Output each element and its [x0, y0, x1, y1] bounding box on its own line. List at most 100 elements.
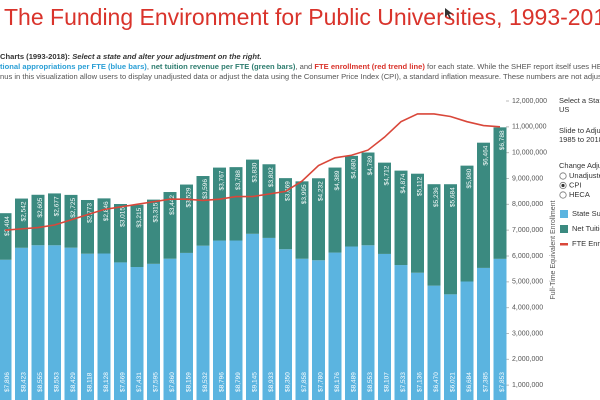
bar-segment [15, 247, 28, 400]
value-label: $6,470 [433, 372, 440, 392]
subtitle-segment: Select a state and alter your adjustment… [72, 52, 261, 61]
value-label: $7,858 [301, 372, 308, 392]
slider-label: Slide to Adjust [559, 126, 600, 135]
value-label: $3,995 [301, 184, 308, 204]
bar-segment [147, 263, 160, 400]
y2-axis-label: Full-Time Equivalent Enrollment [550, 200, 557, 299]
bar-segment [460, 281, 474, 400]
bar-segment [361, 152, 375, 246]
bar-segment [279, 249, 292, 400]
value-label: $7,136 [417, 372, 424, 392]
radio-label[interactable]: HECA [569, 190, 590, 199]
value-label: $9,145 [252, 372, 259, 392]
value-label: $4,389 [334, 170, 341, 190]
value-label: $4,712 [384, 165, 391, 185]
value-label: $7,533 [400, 372, 407, 392]
y2-tick-label: 7,000,000 [512, 227, 543, 234]
bar-segment [411, 272, 424, 400]
bar-segment [130, 204, 144, 268]
y2-tick-label: 8,000,000 [512, 201, 543, 208]
y2-tick-label: 9,000,000 [512, 175, 543, 182]
bar-segment [31, 245, 45, 400]
value-label: $7,595 [153, 372, 160, 392]
value-label: $7,780 [318, 372, 325, 392]
bar-segment [213, 167, 226, 241]
radio-label[interactable]: CPI [569, 180, 582, 189]
value-label: $3,669 [285, 181, 292, 201]
value-label: $8,555 [37, 372, 44, 392]
bar-segment [97, 253, 111, 400]
bar-segment [295, 258, 309, 400]
value-label: $4,789 [367, 155, 374, 175]
bar-segment [378, 253, 391, 400]
bar-segment [246, 233, 259, 400]
bar-segment [444, 184, 457, 295]
bar-segment [64, 247, 78, 400]
adjust-label: Change Adjust [559, 161, 600, 170]
value-label: $3,830 [252, 162, 259, 182]
bar-segment [493, 258, 507, 400]
bar-segment [180, 184, 193, 253]
value-label: $4,232 [318, 181, 325, 201]
bar-segment [0, 213, 12, 260]
radio-button[interactable] [559, 172, 567, 180]
y2-tick-label: 5,000,000 [512, 279, 543, 286]
radio-button[interactable] [559, 191, 567, 199]
cursor [445, 8, 453, 19]
value-label: $7,853 [499, 372, 506, 392]
subtitle-segment: FTE enrollment (red trend line) [314, 62, 425, 71]
state-label: Select a State [559, 96, 600, 105]
slider-value[interactable]: 1985 to 2018 [559, 135, 600, 144]
subtitle-segment: , [147, 62, 151, 71]
bar-segment [345, 246, 358, 400]
bar-segment [15, 198, 28, 248]
value-label: $8,159 [186, 372, 193, 392]
bar-segment [196, 245, 210, 400]
bar-segment [114, 262, 127, 400]
legend-label: FTE Enrolli [572, 239, 600, 248]
bar-segment [279, 178, 292, 250]
bar-segment [312, 260, 325, 400]
value-label: $5,684 [450, 187, 457, 207]
value-label: $8,176 [334, 372, 341, 392]
bar-segment [378, 162, 391, 254]
bar-segment [64, 194, 78, 248]
value-label: $4,874 [400, 173, 407, 193]
radio-label[interactable]: Unadjuste [569, 171, 600, 180]
legend-swatch [560, 225, 568, 233]
bar-segment [48, 245, 61, 400]
value-label: $6,464 [483, 145, 490, 165]
value-label: $3,767 [219, 170, 226, 190]
bar-segment [147, 199, 160, 264]
y2-tick-label: 10,000,000 [512, 150, 547, 157]
subtitle-segment: nus in this visualization allow users to… [0, 72, 600, 81]
bar-segment [477, 142, 490, 268]
subtitle-line: Charts (1993-2018): Select a state and a… [0, 52, 262, 61]
legend-label: State Supp [572, 209, 600, 218]
bar-segment [460, 165, 474, 282]
y2-tick-label: 6,000,000 [512, 253, 543, 260]
trend-line [4, 113, 501, 231]
bar-segment [262, 237, 276, 400]
subtitle: Charts (1993-2018): Select a state and a… [0, 52, 600, 81]
value-label: $8,933 [268, 372, 275, 392]
bar-segment [130, 267, 144, 400]
value-label: $2,404 [4, 216, 11, 236]
value-label: $2,773 [87, 203, 94, 223]
y2-tick-label: 12,000,000 [512, 98, 547, 105]
value-label: $7,806 [4, 372, 11, 392]
value-label: $8,423 [21, 372, 28, 392]
bar-segment [328, 167, 342, 253]
value-label: $3,802 [268, 167, 275, 187]
state-value[interactable]: US [559, 105, 569, 114]
bar-segment [328, 252, 342, 400]
value-label: $7,860 [169, 372, 176, 392]
value-label: $5,980 [466, 168, 473, 188]
value-label: $8,489 [351, 372, 358, 392]
subtitle-line: tional appropriations per FTE (blue bars… [0, 62, 600, 71]
value-label: $3,442 [169, 195, 176, 215]
subtitle-segment: for each state. While the SHEF report it… [425, 62, 600, 71]
value-label: $3,596 [202, 179, 209, 199]
value-label: $7,385 [483, 372, 490, 392]
